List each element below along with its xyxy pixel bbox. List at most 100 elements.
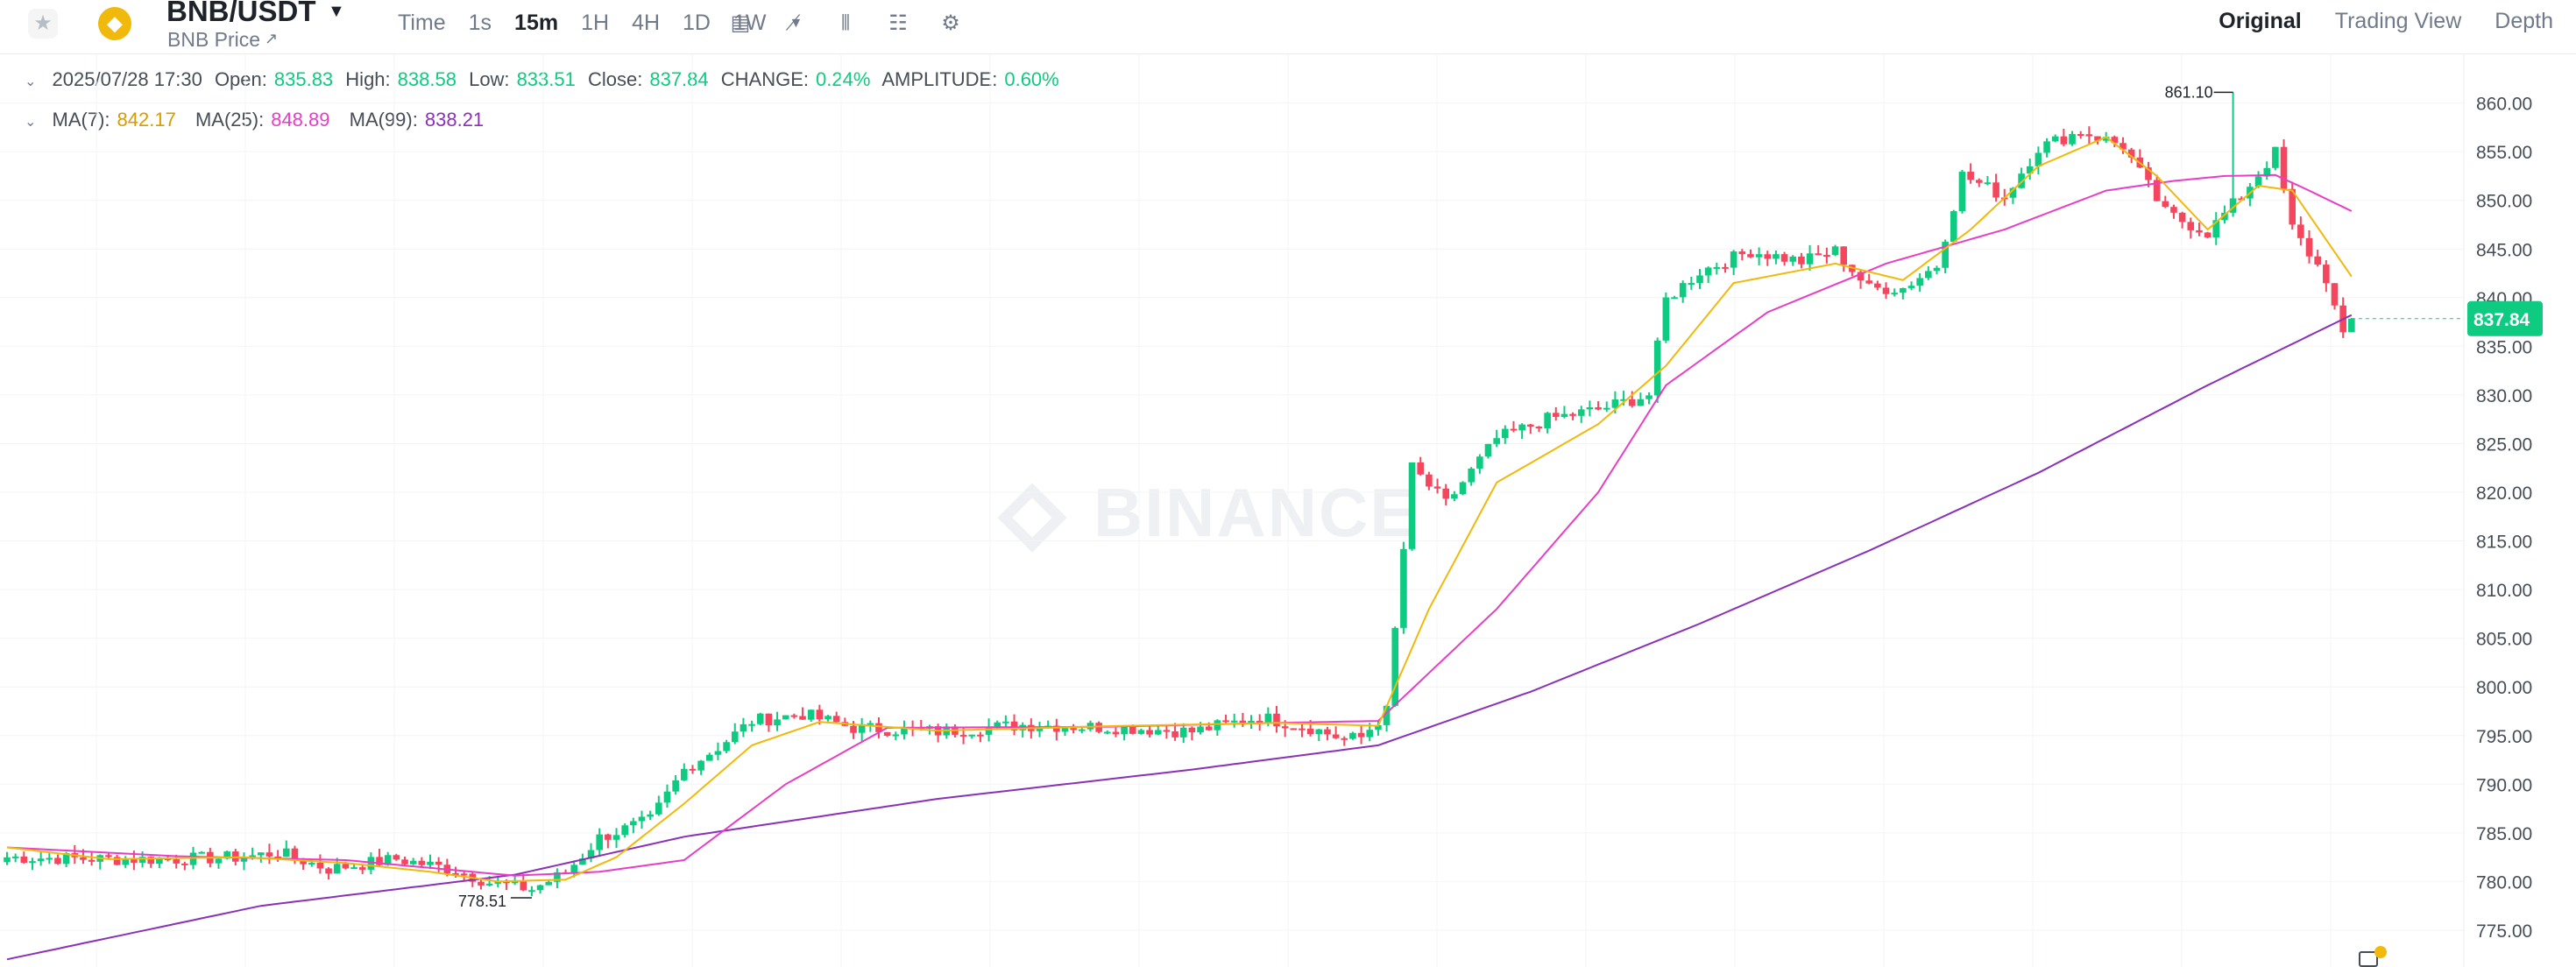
candle-body <box>198 851 205 854</box>
candle-body <box>1426 474 1433 487</box>
interval-1d[interactable]: 1D <box>683 11 711 35</box>
interval-more-caret-icon[interactable]: ▼ <box>789 15 803 31</box>
candle-body <box>2221 212 2228 221</box>
candle-body <box>2018 173 2025 188</box>
candle-body <box>223 851 230 859</box>
candle-body <box>605 834 612 840</box>
view-trading-view[interactable]: Trading View <box>2334 9 2462 33</box>
candle-body <box>2085 134 2093 137</box>
candle-body <box>705 754 713 761</box>
candle-body <box>1975 180 1983 183</box>
candle-body <box>1925 271 1932 279</box>
y-tick-label: 850.00 <box>2476 192 2532 212</box>
ma99-value: 838.21 <box>424 109 485 131</box>
candle-body <box>1586 407 1594 410</box>
candle-body <box>1747 254 1754 258</box>
candle-body <box>1061 728 1069 732</box>
y-tick-label: 820.00 <box>2476 484 2532 504</box>
view-original[interactable]: Original <box>2219 9 2302 33</box>
candle-body <box>2289 188 2296 225</box>
candle-body <box>1222 720 1229 723</box>
calendar-icon[interactable]: ▤ <box>730 11 751 35</box>
external-link-icon[interactable]: ↗ <box>265 30 279 47</box>
candle-body <box>2120 143 2127 150</box>
candle-body <box>621 825 628 836</box>
candle-body <box>765 713 773 726</box>
candle-body <box>545 881 553 886</box>
pair-title[interactable]: BNB/USDT <box>166 0 316 27</box>
candle-body <box>1137 730 1145 734</box>
interval-time[interactable]: Time <box>398 11 446 35</box>
interval-1w[interactable]: 1W <box>733 11 767 35</box>
candle-body <box>1366 730 1374 738</box>
view-depth[interactable]: Depth <box>2495 9 2553 33</box>
interval-4h[interactable]: 4H <box>632 11 661 35</box>
candle-body <box>1967 172 1974 180</box>
candle-body <box>782 715 789 720</box>
candle-body <box>1154 730 1162 735</box>
low-value: 833.51 <box>516 68 576 90</box>
candle-body <box>1256 720 1263 723</box>
candle-body <box>80 857 87 860</box>
candle-body <box>1560 413 1568 417</box>
gear-icon[interactable]: ⚙ <box>941 11 960 35</box>
collapse-caret-icon[interactable]: ⌄ <box>25 74 37 89</box>
ma25-label: MA(25): <box>195 109 265 131</box>
candle-body <box>1510 428 1518 431</box>
candle-body <box>401 859 408 865</box>
candle-body <box>1079 729 1086 731</box>
interval-1h[interactable]: 1H <box>581 11 610 35</box>
candle-body <box>1053 725 1060 732</box>
y-tick-label: 795.00 <box>2476 727 2532 747</box>
candle-body <box>2204 232 2212 238</box>
candle-body <box>1671 297 1678 300</box>
y-tick-label: 845.00 <box>2476 240 2532 260</box>
candle-body <box>2069 134 2076 145</box>
candle-body <box>1569 413 1576 416</box>
candle-body <box>2162 201 2169 208</box>
candle-body <box>723 742 730 752</box>
candle-body <box>681 768 688 780</box>
candle-body <box>147 857 155 865</box>
candle-body <box>1070 728 1077 731</box>
star-icon[interactable]: ★ <box>28 9 58 39</box>
drawing-tool-icon[interactable] <box>2359 951 2378 967</box>
candle-body <box>316 862 324 869</box>
pair-subtitle-link[interactable]: BNB Price <box>167 28 261 51</box>
candle-body <box>2229 198 2237 213</box>
candle-body <box>1400 548 1407 628</box>
candle-body <box>663 791 671 803</box>
candle-body <box>2127 149 2135 158</box>
chart-settings-icon[interactable]: ☷ <box>888 11 908 35</box>
candle-body <box>1129 725 1136 734</box>
candle-body <box>1653 340 1661 396</box>
candlestick-chart[interactable]: 775.00 780.00 785.00 790.00 795.00 800.00 805.… <box>0 54 2576 967</box>
indicator-icon[interactable]: ⟋ <box>785 11 801 35</box>
view-selector: Original Trading View Depth <box>2185 9 2553 34</box>
candle-body <box>1662 297 1670 341</box>
candle-body <box>672 780 679 792</box>
caret-down-icon[interactable]: ▼ <box>328 2 345 21</box>
candle-body <box>4 857 11 863</box>
candle-body <box>2348 318 2355 333</box>
candle-body <box>1205 726 1213 731</box>
last-price-label: 837.84 <box>2473 310 2530 330</box>
interval-15m[interactable]: 15m <box>514 11 559 35</box>
ma-collapse-caret-icon[interactable]: ⌄ <box>25 115 37 130</box>
candle-body <box>528 890 535 893</box>
candle-body <box>282 848 290 858</box>
candle-body <box>520 880 527 891</box>
amplitude-value: 0.60% <box>1004 68 1059 90</box>
candle-body <box>774 719 781 726</box>
candle-body <box>376 857 383 865</box>
candle-body <box>54 858 61 865</box>
candle-body <box>850 725 857 733</box>
candle-body <box>1900 287 1907 293</box>
candle-body <box>748 723 755 726</box>
candle-body <box>503 881 510 884</box>
candle-type-icon[interactable]: ⫴ <box>840 11 851 35</box>
candle-body <box>478 881 485 886</box>
candle-body <box>1831 246 1839 256</box>
interval-1s[interactable]: 1s <box>468 11 492 35</box>
change-label: CHANGE: <box>720 68 810 90</box>
